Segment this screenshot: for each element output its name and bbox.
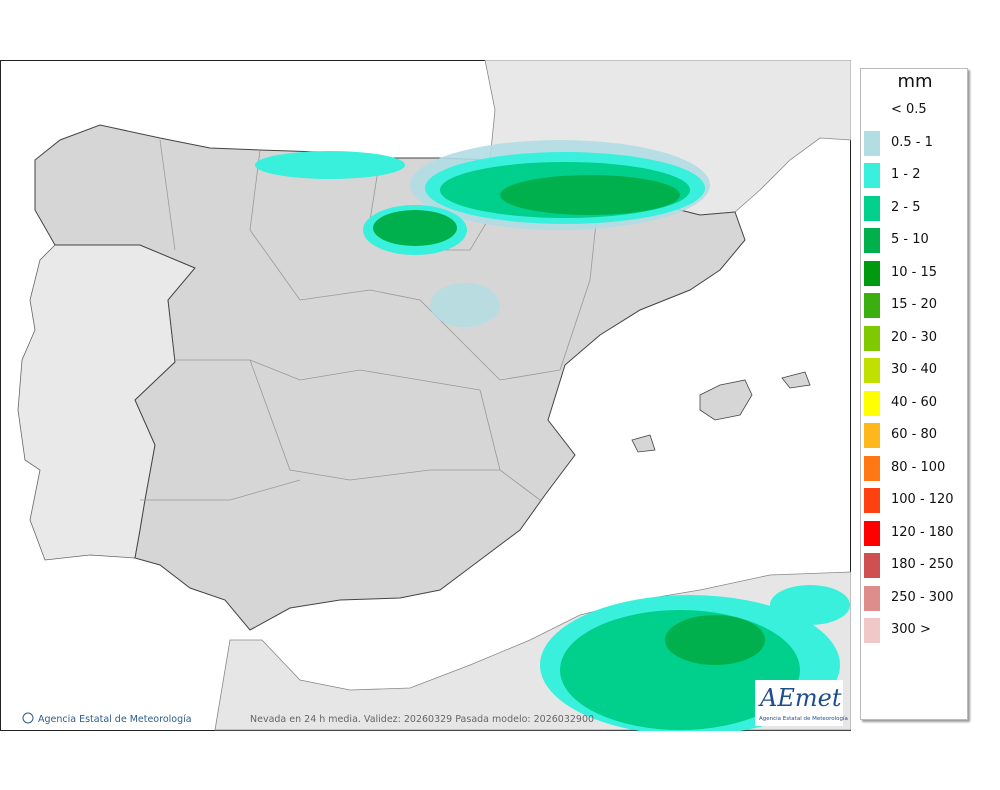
legend-label: 80 - 100 xyxy=(891,459,946,475)
legend-label: 10 - 15 xyxy=(891,264,938,280)
spain xyxy=(34,124,746,631)
legend-swatch xyxy=(864,488,880,513)
legend: mm < 0.5 0.5 - 1 1 - 2 2 - 5 5 - 10 10 - 15 15… xyxy=(860,68,968,720)
legend-label: 30 - 40 xyxy=(891,362,938,377)
map: Agencia Estatal de Meteorología Nevada e… xyxy=(0,60,851,731)
legend-label: < 0.5 xyxy=(891,102,927,117)
legend-swatch xyxy=(864,390,880,416)
legend-swatch xyxy=(864,553,880,578)
legend-swatch xyxy=(864,618,880,643)
legend-swatch xyxy=(864,423,880,448)
legend-label: 20 - 30 xyxy=(891,329,938,345)
legend-swatch xyxy=(864,293,880,318)
legend-label: 0.5 - 1 xyxy=(891,134,933,150)
legend-label: 15 - 20 xyxy=(891,297,938,312)
mallorca xyxy=(699,379,753,421)
legend-label: 180 - 250 xyxy=(891,557,954,572)
legend-swatch xyxy=(864,130,880,156)
legend-label: 250 - 300 xyxy=(891,589,954,605)
caption: Nevada en 24 h media. Validez: 20260329 … xyxy=(250,714,594,725)
legend-label: 100 - 120 xyxy=(891,492,954,507)
legend-swatch xyxy=(864,228,880,253)
legend-swatch xyxy=(864,195,880,221)
legend-label: 1 - 2 xyxy=(891,167,921,182)
legend-label: 300 > xyxy=(891,622,931,637)
legend-label: 5 - 10 xyxy=(891,232,929,247)
legend-label: 2 - 5 xyxy=(891,199,921,215)
legend-label: 120 - 180 xyxy=(891,524,954,540)
logo-box xyxy=(755,680,843,726)
legend-swatch xyxy=(864,358,880,383)
legend-swatch xyxy=(864,163,880,188)
legend-swatch xyxy=(864,325,880,351)
menorca xyxy=(781,371,811,389)
legend-label: 40 - 60 xyxy=(891,394,938,410)
ibiza xyxy=(631,434,656,453)
copyright-icon xyxy=(22,712,34,724)
legend-unit: mm xyxy=(897,71,933,92)
legend-swatch xyxy=(864,260,880,286)
logo-text: AEmet xyxy=(758,684,842,712)
logo-subtitle: Agencia Estatal de Meteorología xyxy=(759,715,848,722)
legend-swatch xyxy=(864,585,880,611)
legend-label: 60 - 80 xyxy=(891,427,938,442)
credit: Agencia Estatal de Meteorología xyxy=(38,714,192,725)
legend-swatch xyxy=(864,520,880,546)
legend-swatch xyxy=(864,455,880,481)
